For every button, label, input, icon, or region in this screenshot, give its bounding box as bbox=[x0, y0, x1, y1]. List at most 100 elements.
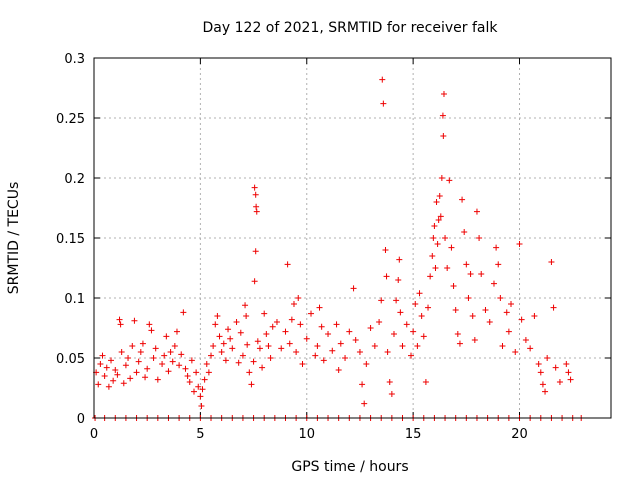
x-tick-label: 15 bbox=[405, 427, 422, 442]
data-point bbox=[161, 352, 168, 359]
data-point bbox=[397, 309, 404, 316]
data-point bbox=[456, 340, 463, 347]
data-point bbox=[465, 295, 472, 301]
data-point bbox=[229, 345, 236, 352]
data-point bbox=[203, 361, 210, 367]
data-point bbox=[563, 361, 570, 367]
data-point bbox=[282, 328, 289, 335]
data-point bbox=[505, 328, 512, 335]
data-point bbox=[478, 271, 485, 277]
y-tick-label: 0.25 bbox=[56, 112, 85, 127]
data-point bbox=[396, 256, 403, 263]
data-point bbox=[205, 369, 212, 376]
data-point bbox=[120, 380, 127, 387]
data-point bbox=[269, 323, 276, 330]
data-point bbox=[473, 208, 480, 215]
data-point bbox=[422, 379, 429, 385]
data-point bbox=[434, 241, 441, 247]
data-point bbox=[133, 369, 140, 376]
y-tick-label: 0.15 bbox=[56, 232, 85, 247]
data-point bbox=[295, 295, 302, 301]
data-point bbox=[542, 388, 549, 395]
data-point bbox=[137, 349, 144, 355]
data-point bbox=[444, 265, 451, 271]
data-point bbox=[469, 313, 476, 319]
data-point bbox=[142, 374, 149, 381]
y-tick-label: 0.1 bbox=[64, 292, 85, 307]
data-point bbox=[186, 379, 193, 385]
data-point bbox=[329, 347, 336, 354]
data-point bbox=[284, 261, 291, 268]
data-point bbox=[440, 91, 447, 97]
data-point bbox=[243, 313, 250, 319]
data-point bbox=[118, 349, 125, 355]
data-point bbox=[431, 223, 438, 229]
data-point bbox=[159, 361, 166, 367]
data-point bbox=[144, 365, 151, 372]
data-point bbox=[361, 400, 368, 407]
data-point bbox=[459, 196, 466, 203]
data-point bbox=[452, 307, 459, 313]
data-point bbox=[548, 259, 555, 265]
data-point bbox=[131, 317, 138, 324]
data-point bbox=[450, 283, 457, 289]
data-point bbox=[214, 313, 221, 319]
data-point bbox=[518, 316, 525, 323]
data-point bbox=[350, 285, 357, 292]
y-tick-label: 0 bbox=[77, 412, 85, 427]
x-axis-label: GPS time / hours bbox=[291, 459, 408, 475]
data-point bbox=[182, 365, 189, 372]
data-point bbox=[212, 321, 219, 328]
data-point bbox=[253, 208, 260, 215]
data-point bbox=[101, 373, 108, 379]
data-point bbox=[435, 217, 442, 223]
data-point bbox=[152, 345, 159, 352]
data-point bbox=[199, 386, 206, 393]
data-point bbox=[178, 351, 185, 358]
data-point bbox=[197, 393, 204, 400]
data-point bbox=[379, 76, 386, 83]
data-points bbox=[92, 76, 585, 421]
data-point bbox=[235, 359, 242, 366]
data-point bbox=[516, 241, 523, 247]
data-point bbox=[495, 261, 502, 268]
data-point bbox=[427, 273, 434, 280]
data-point bbox=[117, 321, 124, 328]
data-point bbox=[210, 343, 217, 349]
data-point bbox=[95, 381, 102, 388]
axis-ticks bbox=[93, 57, 611, 419]
data-point bbox=[256, 345, 263, 352]
data-point bbox=[337, 340, 344, 347]
data-point bbox=[261, 310, 268, 317]
data-point bbox=[263, 331, 270, 337]
data-point bbox=[508, 301, 515, 307]
data-point bbox=[382, 247, 389, 253]
data-point bbox=[239, 352, 246, 359]
data-point bbox=[99, 352, 106, 359]
data-point bbox=[135, 358, 142, 365]
data-point bbox=[190, 388, 197, 395]
data-point bbox=[367, 325, 374, 331]
data-point bbox=[467, 271, 474, 277]
data-point bbox=[312, 352, 319, 359]
data-point bbox=[103, 364, 110, 371]
data-point bbox=[436, 193, 443, 199]
data-point bbox=[227, 335, 234, 342]
data-point bbox=[376, 319, 383, 325]
data-point bbox=[403, 321, 410, 328]
y-tick-label: 0.2 bbox=[64, 172, 85, 187]
data-point bbox=[552, 364, 559, 371]
data-point bbox=[171, 343, 178, 349]
data-point bbox=[293, 349, 300, 355]
data-point bbox=[335, 367, 342, 373]
data-point bbox=[112, 367, 119, 373]
data-point bbox=[127, 375, 134, 382]
data-point bbox=[388, 391, 395, 397]
data-point bbox=[316, 304, 323, 311]
data-point bbox=[225, 326, 232, 333]
data-point bbox=[527, 345, 534, 352]
data-point bbox=[512, 349, 519, 355]
data-point bbox=[129, 343, 136, 349]
data-point bbox=[471, 337, 478, 343]
plot-frame bbox=[93, 57, 612, 419]
